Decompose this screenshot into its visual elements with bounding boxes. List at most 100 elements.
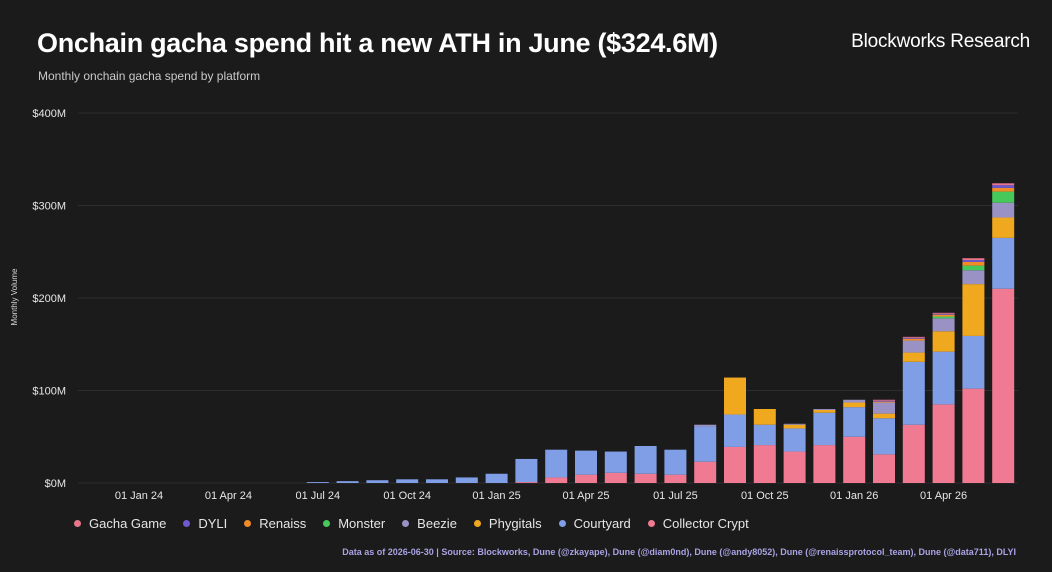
bar-segment [962,258,985,261]
bar-segment [575,450,597,475]
bar-segment [992,237,1015,289]
bar-segment [962,260,985,262]
source-note: Data as of 2026-06-30 | Source: Blockwor… [342,547,1016,557]
bar-segment [962,388,985,483]
bar-segment [813,409,836,413]
legend-item: Gacha Game [74,516,166,531]
bar-segment [634,446,657,474]
bar-segment [932,312,955,314]
legend-marker [647,520,655,527]
bar-segment [962,335,985,389]
y-axis-label: Monthly Volume [10,268,19,325]
bar-segment [813,409,836,410]
bar-segment [932,318,955,332]
gridlines [78,112,1018,484]
bar-segment [455,477,478,483]
bar-segment [992,187,1015,192]
x-tick-label: 01 Jan 25 [472,490,520,502]
bar-segment [604,451,627,473]
chart-subtitle: Monthly onchain gacha spend by platform [38,69,261,83]
bar-segment [426,479,448,483]
legend-marker [323,520,331,527]
y-tick-label: $100M [32,386,66,398]
bar-segment [813,412,836,446]
y-tick-label: $0M [45,478,66,490]
bar-segment [992,191,1015,203]
bar-segment [902,340,925,353]
x-tick-label: 01 Apr 26 [920,490,967,502]
bar-segment [932,316,955,319]
x-tick-label: 01 Jan 26 [830,490,878,502]
y-axis-ticks: $0M $100M $200M $300M $400M [32,108,66,490]
legend-item: DYLI [183,516,227,531]
bar-segment [694,424,717,427]
bar-segment [724,377,746,415]
bar-segment [515,482,538,483]
bar-segment [873,399,895,401]
legend-marker [183,520,191,527]
legend-item: Renaiss [244,516,306,531]
bar-segment [664,449,687,475]
x-tick-label: 01 Oct 24 [383,490,431,502]
bar-segment [575,474,597,483]
legend-item: Collector Crypt [647,516,749,531]
bar-segment [753,409,776,425]
x-tick-label: 01 Jul 25 [653,490,698,502]
legend-item: Beezie [402,516,457,531]
bar-segment [634,473,657,483]
bar-segment [992,183,1015,186]
legend-label: Renaiss [259,516,307,531]
bar-segment [545,477,568,483]
bar-segment [396,479,419,483]
bar-segment [873,401,895,403]
bar-segment [962,284,985,336]
legend-item: Courtyard [558,516,631,531]
bar-segment [932,331,955,352]
bar-segment [902,424,925,483]
bar-segment [485,473,508,483]
bar-segment [932,404,955,483]
legend-label: DYLI [198,516,228,531]
bar-segment [873,418,895,455]
stacked-bar-chart: $0M $100M $200M $300M $400M 01 Jan 24 01 Apr … [10,108,1018,502]
bar-segment [932,351,955,405]
x-tick-label: 01 Oct 25 [741,490,789,502]
legend-label: Courtyard [573,516,631,531]
bar-segment [813,445,836,483]
x-tick-label: 01 Jan 24 [115,490,163,502]
bar-segment [962,270,985,285]
bar-segment [783,424,806,429]
bar-segment [962,261,985,266]
bar-segment [783,423,806,425]
bar-segment [843,399,866,403]
legend-label: Phygitals [488,516,542,531]
y-tick-label: $300M [32,201,66,213]
bar-segment [694,426,717,462]
bar-segment [902,361,925,425]
bar-segment [664,474,687,483]
bar-segment [604,472,627,483]
legend-label: Gacha Game [89,516,167,531]
legend-item: Phygitals [473,516,542,531]
bar-segment [992,185,1015,188]
x-axis-ticks: 01 Jan 24 01 Apr 24 01 Jul 24 01 Oct 24 01 J… [115,490,967,502]
x-tick-label: 01 Apr 25 [562,490,609,502]
bar-segment [545,449,568,478]
bar-segment [873,400,895,402]
legend-marker [402,520,410,527]
bar-segment [902,352,925,362]
legend-marker [74,520,81,527]
legend-label: Monster [338,516,386,531]
y-tick-label: $200M [32,293,66,305]
bar-segment [873,402,895,414]
legend-marker [558,520,566,527]
x-tick-label: 01 Apr 24 [205,490,252,502]
bar-segment [753,445,776,483]
bar-segment [873,413,895,419]
bar-segment [902,337,925,339]
legend-label: Collector Crypt [662,516,749,531]
bar-segment [873,454,895,483]
bar-segment [783,428,806,452]
bar-segment [843,402,866,408]
bar-segment [366,480,389,483]
